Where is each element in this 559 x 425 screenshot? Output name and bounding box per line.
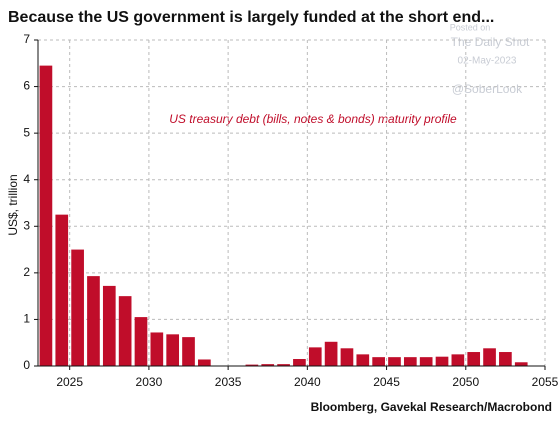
bar	[134, 317, 148, 366]
chart-title: Because the US government is largely fun…	[8, 9, 494, 26]
y-tick-label: 5	[23, 125, 30, 139]
bar	[419, 357, 433, 366]
annotation: US treasury debt (bills, notes & bonds) …	[169, 112, 457, 126]
y-tick-label: 0	[23, 358, 30, 372]
y-tick-label: 3	[23, 218, 30, 232]
bar	[514, 362, 528, 366]
x-tick-label: 2050	[452, 375, 479, 389]
x-tick-label: 2045	[373, 375, 400, 389]
bar	[467, 352, 481, 366]
bar	[277, 364, 290, 366]
bar	[71, 249, 84, 366]
y-tick-label: 4	[23, 172, 30, 186]
bar	[102, 285, 116, 366]
bar	[372, 357, 385, 366]
bar	[435, 356, 449, 366]
bar	[356, 354, 370, 366]
source: Bloomberg, Gavekal Research/Macrobond	[311, 400, 552, 414]
bar	[39, 65, 53, 366]
bar	[198, 359, 211, 366]
watermark: Posted on	[450, 22, 491, 32]
bar	[166, 334, 180, 366]
bar	[261, 364, 275, 366]
x-tick-label: 2025	[56, 375, 83, 389]
bar	[499, 352, 512, 366]
watermark: @SoberLook	[452, 82, 523, 96]
y-tick-label: 7	[23, 32, 30, 46]
bar	[87, 276, 100, 366]
bar	[403, 357, 417, 366]
y-axis-label: US$, trillion	[6, 174, 20, 235]
bar	[451, 354, 465, 366]
y-tick-label: 6	[23, 79, 30, 93]
y-tick-label: 2	[23, 265, 30, 279]
x-tick-label: 2030	[136, 375, 163, 389]
bar	[324, 341, 338, 366]
bar	[245, 364, 259, 366]
bar	[55, 214, 69, 366]
x-tick-label: 2035	[215, 375, 242, 389]
bar	[340, 348, 354, 366]
bar	[293, 359, 306, 366]
bar	[308, 347, 322, 366]
x-tick-label: 2055	[532, 375, 559, 389]
bar	[182, 337, 195, 366]
watermark: 02-May-2023	[458, 56, 517, 67]
watermark: The Daily Shot	[451, 35, 530, 49]
bar	[118, 296, 132, 366]
y-tick-label: 1	[23, 312, 30, 326]
bar	[483, 348, 496, 366]
bar	[388, 357, 401, 366]
x-tick-label: 2040	[294, 375, 321, 389]
bar	[150, 332, 164, 366]
